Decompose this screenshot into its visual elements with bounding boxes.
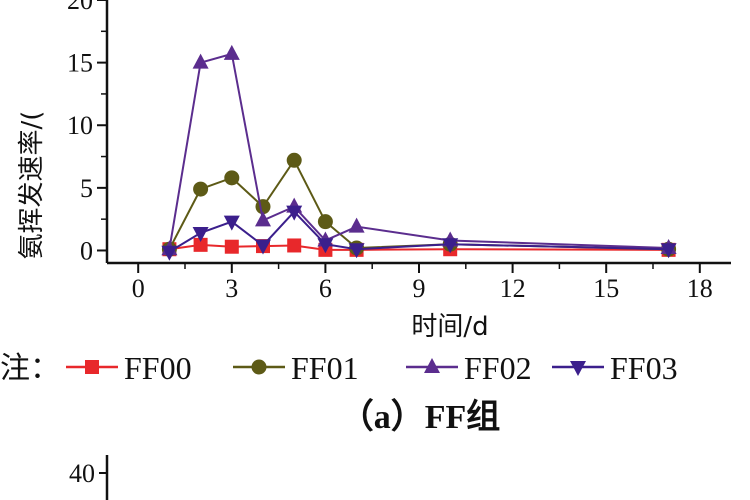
legend-label: FF03: [610, 350, 678, 386]
legend-entry: FF01: [233, 350, 359, 386]
data-point: [224, 170, 240, 186]
data-point: [348, 243, 365, 259]
x-axis-label: 时间/d: [411, 312, 488, 342]
data-point: [317, 214, 333, 230]
data-point: [286, 152, 302, 168]
series-ff01: [161, 152, 677, 257]
x-tick-label: 9: [413, 274, 426, 303]
legend-entry: FF03: [552, 350, 678, 386]
data-point: [287, 238, 302, 253]
x-tick-label: 18: [687, 274, 713, 303]
data-point: [224, 239, 239, 254]
second-chart-partial: 40: [69, 455, 109, 500]
legend-marker: [251, 359, 267, 375]
data-point: [348, 217, 365, 233]
data-point: [286, 205, 303, 221]
y-tick-label: 0: [80, 236, 93, 265]
y-tick-label: 20: [67, 0, 93, 15]
legend-prefix: 注：: [0, 351, 60, 386]
x-tick-label: 12: [500, 274, 526, 303]
legend-label: FF02: [464, 350, 532, 386]
series-line: [168, 52, 669, 250]
legend: 注： FF00 FF01 FF02 FF03: [0, 350, 678, 386]
x-tick-label: 3: [225, 274, 238, 303]
y-tick-label: 15: [67, 49, 93, 78]
chart-caption: （a）FF组: [340, 397, 501, 436]
data-point: [660, 243, 677, 259]
second-y-tick-label: 40: [69, 459, 95, 488]
x-tick-label: 0: [132, 274, 145, 303]
x-tick-label: 6: [319, 274, 332, 303]
axes: 0 3 6 9 12 15 18 0 5 10 15 20: [67, 0, 731, 303]
y-axis-label: 氨挥发速率/(: [17, 111, 47, 260]
legend-entry: FF02: [406, 350, 532, 386]
x-tick-label: 15: [593, 274, 619, 303]
data-point: [255, 211, 271, 227]
data-point: [192, 53, 209, 69]
y-tick-label: 5: [80, 174, 93, 203]
data-point: [161, 245, 178, 261]
legend-label: FF00: [124, 350, 192, 386]
series-ff03: [161, 205, 677, 261]
data-point: [317, 238, 334, 254]
legend-label: FF01: [291, 350, 359, 386]
data-point: [223, 215, 240, 231]
legend-marker: [424, 358, 440, 373]
legend-marker: [85, 360, 99, 374]
series-ff02: [161, 44, 677, 256]
data-point: [192, 226, 209, 242]
plot-area: [161, 44, 677, 261]
legend-entry: FF00: [66, 350, 192, 386]
data-point: [193, 237, 208, 252]
legend-marker: [570, 361, 586, 376]
y-tick-label: 10: [67, 111, 93, 140]
data-point: [442, 238, 459, 254]
data-point: [255, 239, 271, 255]
data-point: [193, 181, 209, 197]
data-point: [223, 44, 240, 60]
